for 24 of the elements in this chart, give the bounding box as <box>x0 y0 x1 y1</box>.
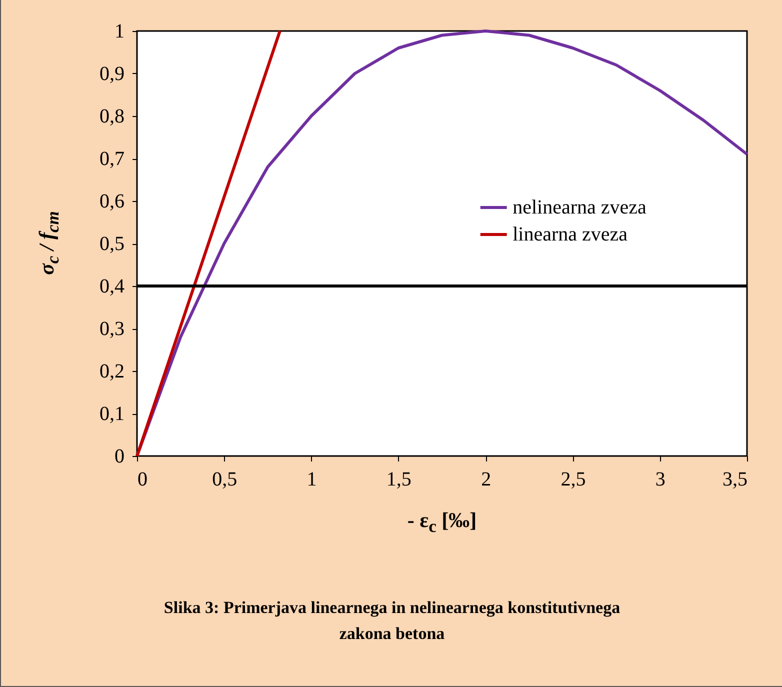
x-tick-label: 0,5 <box>212 468 238 490</box>
y-tick-label: 0,1 <box>100 403 124 425</box>
y-tick-label: 0,5 <box>100 233 124 255</box>
x-tick-label: 3,5 <box>722 468 748 490</box>
y-tick-label: 0,6 <box>100 190 124 212</box>
y-tick-label: 0,2 <box>100 360 124 382</box>
legend-label: linearna zveza <box>512 224 628 246</box>
text: Slika 3: Primerjava linearnega in nelinearnega konstitutivnega zakona betona <box>162 597 622 645</box>
y-tick-label: 0,4 <box>100 276 124 298</box>
x-tick-label: 2,5 <box>560 468 586 490</box>
y-tick-label: 0,8 <box>100 106 124 128</box>
x-tick-label: 3 <box>655 468 666 490</box>
y-tick-label: 0,7 <box>100 148 124 170</box>
line-series <box>136 30 748 458</box>
y-tick-label: 0,9 <box>100 63 124 85</box>
legend-label: nelinearna zveza <box>512 196 647 218</box>
x-axis-title: - ε$_{c}$ [‰] <box>407 508 477 538</box>
x-tick-label: 2 <box>481 468 492 490</box>
y-tick-label: 1 <box>114 20 124 42</box>
x-tick-label: 1,5 <box>386 468 412 490</box>
x-tick-label: 0 <box>138 468 148 490</box>
y-tick-label: 0 <box>114 446 124 468</box>
y-tick-label: 0,3 <box>100 318 124 340</box>
x-tick-label: 1 <box>306 468 317 490</box>
